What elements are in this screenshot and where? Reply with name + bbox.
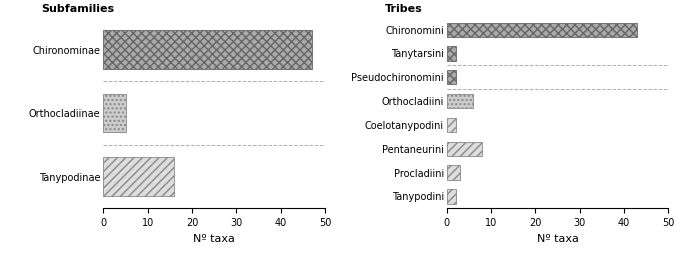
Bar (446, 141, 482, 156)
Text: Tribes: Tribes (384, 4, 422, 14)
Bar (446, 46, 455, 61)
Bar (446, 165, 460, 180)
Bar (446, 189, 455, 203)
X-axis label: Nº taxa: Nº taxa (193, 234, 235, 244)
Bar (446, 94, 473, 108)
X-axis label: Nº taxa: Nº taxa (537, 234, 579, 244)
Bar (446, 23, 637, 37)
Bar (446, 118, 455, 132)
Text: Subfamilies: Subfamilies (41, 4, 114, 14)
Bar (103, 30, 311, 69)
Bar (446, 70, 455, 84)
Bar (103, 94, 125, 132)
Bar (103, 157, 174, 196)
